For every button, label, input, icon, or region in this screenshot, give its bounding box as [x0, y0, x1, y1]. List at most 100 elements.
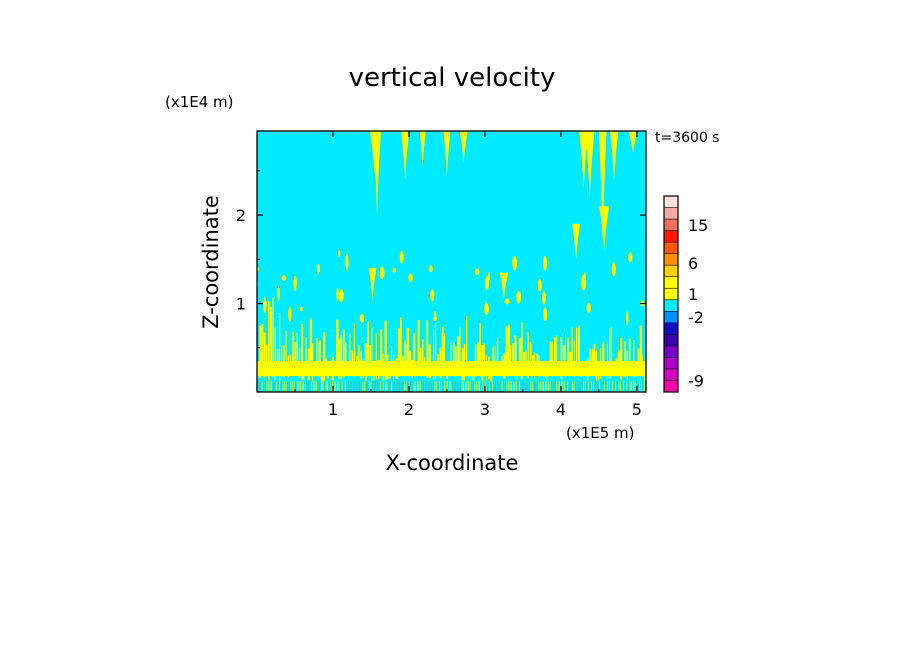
- surface-streak: [506, 381, 508, 392]
- plume-streak: [345, 342, 347, 374]
- surface-streak: [389, 381, 391, 392]
- plume-streak: [626, 351, 628, 380]
- surface-streak: [503, 381, 504, 392]
- surface-streak: [261, 381, 263, 392]
- surface-streak: [605, 381, 607, 392]
- updraft-blob: [392, 268, 396, 273]
- surface-streak: [373, 381, 375, 392]
- surface-streak: [602, 381, 604, 392]
- plume-streak: [505, 326, 508, 377]
- y-tick-label: 1: [236, 295, 246, 314]
- surface-streak: [601, 381, 602, 392]
- updraft-blob: [430, 289, 435, 302]
- plume-streak: [325, 358, 328, 376]
- colorbar-level: [664, 334, 678, 346]
- plume-streak: [327, 361, 330, 380]
- surface-streak: [463, 381, 464, 392]
- surface-streak: [530, 381, 532, 392]
- updraft-blob: [281, 275, 287, 281]
- colorbar-level: [664, 322, 678, 335]
- surface-streak: [509, 381, 511, 392]
- surface-streak: [319, 381, 320, 392]
- surface-streak: [397, 381, 399, 392]
- surface-streak: [276, 381, 277, 392]
- surface-streak: [529, 381, 530, 392]
- surface-streak: [273, 381, 274, 392]
- surface-streak: [269, 381, 271, 392]
- surface-streak: [476, 381, 477, 392]
- surface-streak: [365, 381, 367, 392]
- colorbar-level: [664, 276, 678, 289]
- updraft-column: [572, 223, 581, 260]
- surface-streak: [263, 381, 264, 392]
- surface-streak: [642, 381, 644, 392]
- surface-streak: [492, 381, 493, 392]
- plume-streak: [296, 332, 298, 374]
- surface-streak: [589, 381, 591, 392]
- plume-streak: [301, 324, 304, 381]
- plume-streak: [276, 349, 279, 372]
- surface-streak: [519, 381, 520, 392]
- surface-streak: [457, 381, 458, 392]
- plume-streak: [560, 337, 563, 379]
- plume-streak: [362, 359, 364, 379]
- surface-streak: [508, 381, 509, 392]
- surface-streak: [329, 381, 330, 392]
- plume-streak: [261, 323, 264, 375]
- plume-streak: [624, 341, 627, 377]
- plume-streak: [543, 365, 545, 378]
- plume-streak: [364, 343, 367, 381]
- surface-streak: [498, 381, 500, 392]
- updraft-blob: [399, 250, 404, 264]
- plume-streak: [270, 306, 272, 375]
- plume-streak: [373, 367, 375, 381]
- colorbar-level: [664, 357, 678, 369]
- colorbar-frame: [663, 195, 679, 393]
- plume-streak: [470, 364, 472, 377]
- surface-streak: [306, 381, 308, 392]
- surface-streak: [581, 381, 583, 392]
- plume-streak: [481, 344, 484, 381]
- plume-streak: [637, 348, 640, 372]
- surface-streak: [380, 381, 381, 392]
- surface-streak: [375, 381, 376, 392]
- plume-streak: [558, 366, 561, 373]
- plume-streak: [367, 321, 369, 372]
- surface-streak: [572, 381, 573, 392]
- updraft-blob: [408, 273, 413, 283]
- surface-streak: [559, 381, 560, 392]
- chart-title: vertical velocity: [349, 63, 556, 93]
- updraft-blob: [336, 287, 339, 302]
- surface-streak: [621, 381, 623, 392]
- surface-streak: [599, 381, 600, 392]
- plume-streak: [287, 355, 290, 378]
- plume-streak: [263, 332, 266, 378]
- surface-streak: [359, 381, 360, 392]
- plume-streak: [268, 301, 270, 381]
- surface-streak: [421, 381, 423, 392]
- colorbar-level: [664, 345, 678, 358]
- plume-streak: [527, 332, 529, 379]
- heatmap-background: [257, 131, 646, 392]
- surface-streak: [490, 381, 492, 392]
- surface-streak: [609, 381, 610, 392]
- surface-streak: [620, 381, 621, 392]
- plume-streak: [516, 368, 518, 380]
- surface-streak: [394, 381, 396, 392]
- plume-streak: [540, 365, 543, 377]
- surface-streak: [637, 381, 639, 392]
- plume-streak: [430, 369, 432, 378]
- x-tick-label: 5: [632, 400, 642, 419]
- surface-streak: [279, 381, 280, 392]
- surface-streak: [281, 381, 282, 392]
- plume-streak: [512, 343, 515, 373]
- surface-streak: [514, 381, 516, 392]
- surface-streak: [500, 381, 501, 392]
- x-unit-label: (x1E5 m): [566, 424, 635, 442]
- plume-streak: [582, 367, 585, 374]
- updraft-blob: [625, 311, 629, 326]
- plume-streak: [428, 344, 431, 379]
- updraft-blob: [263, 297, 267, 314]
- surface-streak: [391, 381, 392, 392]
